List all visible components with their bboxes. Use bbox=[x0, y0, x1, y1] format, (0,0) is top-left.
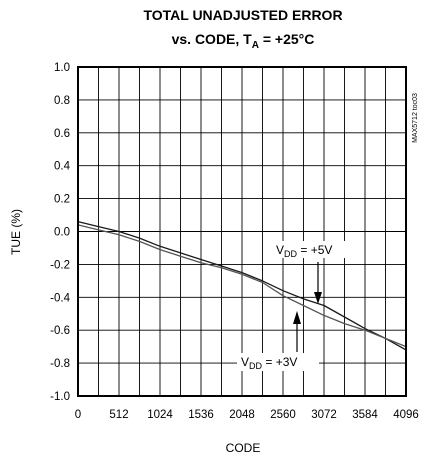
x-tick-label: 3584 bbox=[352, 409, 378, 421]
series-layer bbox=[77, 220, 407, 351]
y-tick-label: 0.0 bbox=[54, 227, 70, 239]
annotation-vdd-3v-prefix: V bbox=[241, 355, 249, 369]
x-tick-labels: 0 512 1024 1536 2048 2560 3072 3584 4096 bbox=[75, 409, 419, 421]
y-tick-label: -1.0 bbox=[50, 391, 70, 403]
y-tick-label: -0.6 bbox=[50, 325, 70, 337]
chart-title-line1: TOTAL UNADJUSTED ERROR bbox=[143, 7, 342, 23]
title-line2-sub: A bbox=[252, 40, 259, 51]
y-tick-label: -0.8 bbox=[50, 358, 70, 370]
annotation-vdd-5v-suffix: = +5V bbox=[297, 243, 332, 257]
x-tick-label: 3072 bbox=[311, 409, 337, 421]
title-line2-prefix: vs. CODE, T bbox=[172, 31, 253, 47]
title-line2-suffix: = +25°C bbox=[259, 31, 314, 47]
annotation-vdd-3v-bg bbox=[237, 353, 319, 371]
x-tick-label: 512 bbox=[109, 409, 128, 421]
annotation-vdd-5v-bg bbox=[270, 241, 352, 258]
annotation-vdd-3v-sub: DD bbox=[249, 361, 262, 371]
annotation-vdd-3v-suffix: = +3V bbox=[262, 355, 297, 369]
x-tick-label: 1536 bbox=[188, 409, 214, 421]
x-tick-label: 2560 bbox=[270, 409, 296, 421]
y-tick-label: 0.6 bbox=[54, 128, 70, 140]
y-tick-label: 0.8 bbox=[54, 95, 70, 107]
annotation-vdd-5v: VDD = +5V bbox=[270, 241, 352, 304]
x-axis-label: CODE bbox=[226, 441, 261, 455]
y-tick-label: -0.2 bbox=[50, 259, 70, 271]
side-label: MAX5712 toc03 bbox=[412, 93, 419, 143]
grid bbox=[78, 67, 406, 396]
y-tick-labels: 1.0 0.8 0.6 0.4 0.2 0.0 -0.2 -0.4 -0.6 -0.8 -1.0 bbox=[50, 62, 70, 403]
annotation-vdd-5v-prefix: V bbox=[276, 243, 284, 257]
x-tick-label: 2048 bbox=[229, 409, 255, 421]
series-line-0 bbox=[77, 220, 407, 351]
annotation-vdd-5v-arrowhead bbox=[314, 292, 322, 304]
x-tick-label: 0 bbox=[75, 409, 81, 421]
chart-title-line2: vs. CODE, TA = +25°C bbox=[172, 31, 315, 51]
x-tick-label: 1024 bbox=[147, 409, 173, 421]
annotation-vdd-5v-sub: DD bbox=[284, 249, 297, 259]
y-axis-label: TUE (%) bbox=[9, 209, 23, 255]
annotation-vdd-3v-arrowhead bbox=[293, 311, 301, 324]
y-tick-label: 1.0 bbox=[54, 62, 70, 74]
plot-frame bbox=[77, 66, 407, 397]
annotation-vdd-5v-label: VDD = +5V bbox=[276, 243, 332, 259]
y-tick-label: 0.4 bbox=[54, 161, 71, 173]
annotation-vdd-3v: VDD = +3V bbox=[237, 311, 319, 371]
y-tick-label: -0.4 bbox=[50, 292, 70, 304]
y-tick-label: 0.2 bbox=[54, 194, 70, 206]
x-tick-label: 4096 bbox=[393, 409, 419, 421]
series-line-1 bbox=[77, 224, 407, 348]
annotation-vdd-3v-label: VDD = +3V bbox=[241, 355, 297, 371]
